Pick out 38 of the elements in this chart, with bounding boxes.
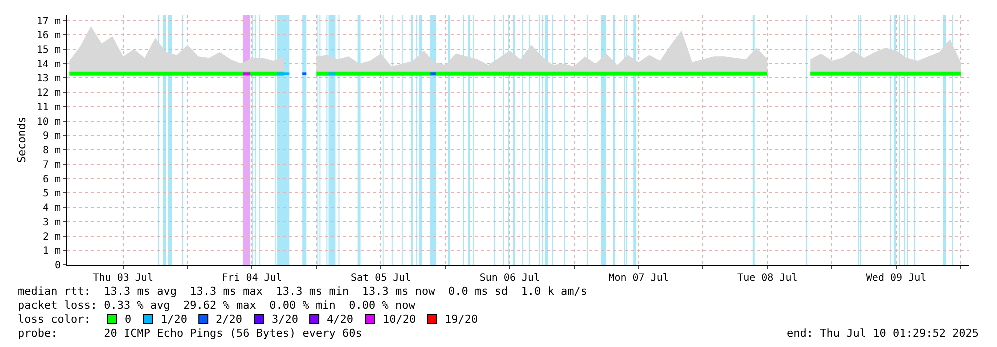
y-tick-label: 15 m bbox=[36, 44, 61, 56]
y-tick-label: 9 m bbox=[42, 131, 61, 142]
text: packet loss: 0.33 % avg 29.62 % max 0.00 % min 0.00 % now bbox=[18, 299, 416, 312]
y-tick-label: 0 bbox=[54, 260, 61, 272]
legend-label: 0 bbox=[125, 313, 132, 326]
y-tick-label: 14 m bbox=[36, 59, 61, 70]
y-tick-label: 7 m bbox=[42, 160, 61, 171]
y-tick-label: 10 m bbox=[36, 116, 61, 128]
legend-label: 10/20 bbox=[383, 313, 416, 326]
y-tick-label: 16 m bbox=[36, 30, 61, 42]
legend-label: 19/20 bbox=[445, 313, 478, 326]
y-tick-label: 2 m bbox=[42, 232, 61, 243]
x-tick-label: Thu 03 Jul bbox=[93, 273, 154, 284]
y-tick-label: 8 m bbox=[42, 146, 61, 157]
y-tick-label: 4 m bbox=[42, 203, 61, 214]
legend-label: 4/20 bbox=[327, 313, 354, 326]
legend-title: loss color: bbox=[18, 313, 91, 326]
y-tick-label: 17 m bbox=[36, 16, 61, 28]
legend-label: 1/20 bbox=[161, 313, 188, 326]
x-tick-label: Sun 06 Jul bbox=[480, 273, 540, 284]
y-tick-label: 5 m bbox=[42, 188, 61, 200]
x-tick-label: Sat 05 Jul bbox=[350, 273, 412, 284]
legend-label: 3/20 bbox=[272, 313, 298, 326]
y-tick-label: 3 m bbox=[42, 217, 61, 228]
y-tick-label: 11 m bbox=[36, 102, 61, 114]
y-tick-label: 13 m bbox=[36, 74, 61, 85]
x-tick-label: Fri 04 Jul bbox=[222, 273, 282, 284]
text: end: Thu Jul 10 01:29:52 2025 bbox=[787, 327, 980, 340]
x-tick-label: Tue 08 Jul bbox=[738, 273, 798, 284]
legend-label: 2/20 bbox=[216, 313, 242, 326]
x-tick-label: Wed 09 Jul bbox=[866, 273, 927, 284]
y-tick-label: 1 m bbox=[42, 246, 61, 258]
x-tick-label: Mon 07 Jul bbox=[608, 273, 669, 284]
text: probe: 20 ICMP Echo Pings (56 Bytes) every 60s bbox=[18, 327, 362, 340]
y-tick-label: 12 m bbox=[36, 88, 61, 100]
y-tick-label: 6 m bbox=[42, 174, 61, 186]
text: median rtt: 13.3 ms avg 13.3 ms max 13.3 ms min 13.3 ms now 0.0 ms sd 1.0 k am/s bbox=[18, 285, 588, 298]
y-axis-title: Seconds bbox=[16, 116, 29, 164]
